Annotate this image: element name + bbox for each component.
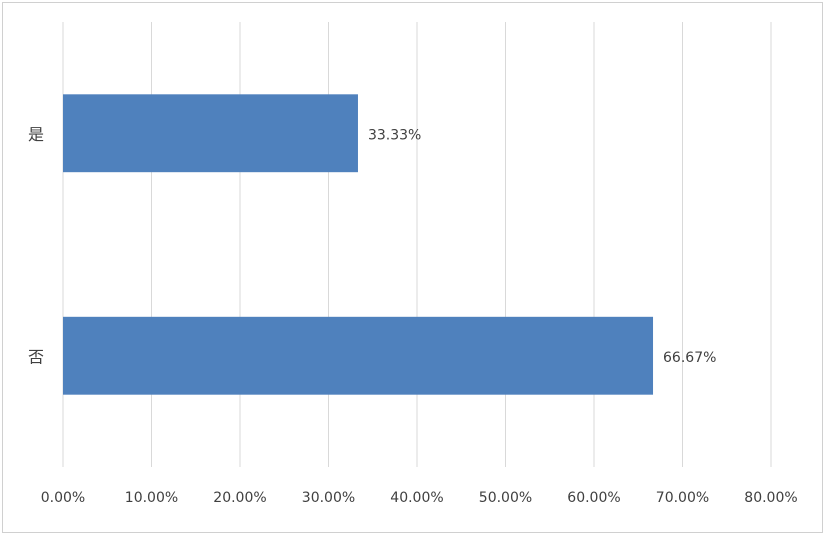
- bar: [63, 94, 358, 173]
- x-tick-label: 10.00%: [125, 490, 178, 506]
- x-tick-label: 30.00%: [302, 490, 355, 506]
- y-tick-label: 否: [28, 347, 44, 366]
- x-tick-label: 50.00%: [479, 490, 532, 506]
- data-label: 66.67%: [663, 350, 716, 366]
- x-tick-label: 80.00%: [744, 490, 797, 506]
- x-tick-label: 60.00%: [567, 490, 620, 506]
- y-tick-label: 是: [28, 125, 44, 144]
- x-tick-label: 20.00%: [213, 490, 266, 506]
- x-tick-label: 70.00%: [656, 490, 709, 506]
- data-label: 33.33%: [368, 127, 421, 143]
- x-tick-label: 40.00%: [390, 490, 443, 506]
- bar: [63, 316, 654, 395]
- x-tick-label: 0.00%: [41, 490, 85, 506]
